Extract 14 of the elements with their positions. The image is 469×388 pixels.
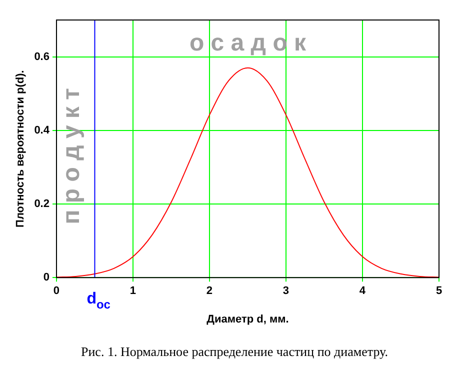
x-axis-title: Диаметр d, мм. xyxy=(206,313,289,326)
y-axis-title: Плотность вероятности p(d). xyxy=(14,70,27,228)
x-tick-label: 3 xyxy=(282,285,290,298)
y-tick-label: 0.2 xyxy=(34,198,50,210)
x-tick-label: 5 xyxy=(436,285,442,298)
x-tick-label: 1 xyxy=(130,285,136,298)
y-tick-label: 0.6 xyxy=(34,50,50,63)
y-tick-label: 0.4 xyxy=(34,124,50,136)
annotation: п р о д у к т xyxy=(58,88,86,224)
x-tick-label: 2 xyxy=(206,285,213,298)
text: Рис. 1. Нормальное распределение частиц по диаметру. xyxy=(80,344,389,360)
x-tick-label: 0 xyxy=(53,285,60,298)
x-tick-label: 4 xyxy=(359,285,366,298)
y-tick-label: 0 xyxy=(43,272,50,284)
